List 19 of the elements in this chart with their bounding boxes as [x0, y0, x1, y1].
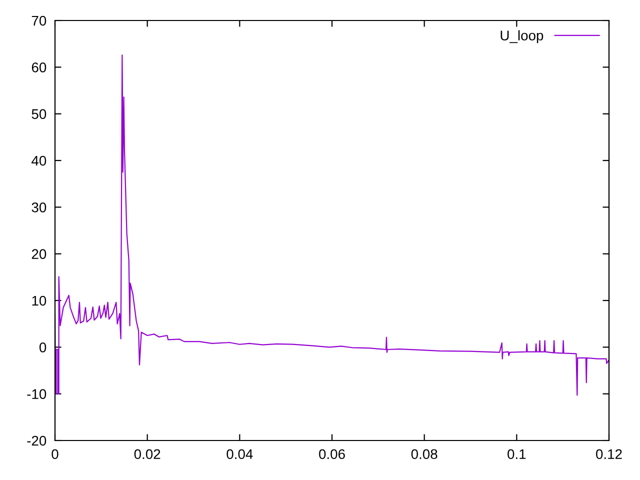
x-tick-label: 0.12 — [596, 449, 622, 460]
y-tick-label: 20 — [32, 249, 46, 260]
y-tick-label: -20 — [27, 436, 46, 446]
x-tick-label: 0.04 — [226, 449, 253, 460]
x-tick-label: 0.08 — [411, 449, 438, 460]
x-tick-label: 0.06 — [319, 449, 345, 460]
legend-label: U_loop — [500, 30, 544, 44]
y-tick-label: -10 — [27, 389, 46, 400]
x-tick-label: 0.1 — [508, 449, 526, 460]
x-tick-label: 0 — [52, 449, 58, 460]
y-tick-label: 10 — [32, 296, 46, 306]
y-tick-label: 50 — [32, 109, 46, 120]
x-tick-label: 0.02 — [134, 449, 160, 460]
y-tick-label: 30 — [32, 202, 46, 212]
y-tick-label: 70 — [32, 16, 46, 26]
y-tick-label: 0 — [39, 342, 46, 352]
y-tick-label: 60 — [32, 62, 46, 72]
y-tick-label: 40 — [32, 156, 46, 166]
line-series — [55, 54, 609, 396]
